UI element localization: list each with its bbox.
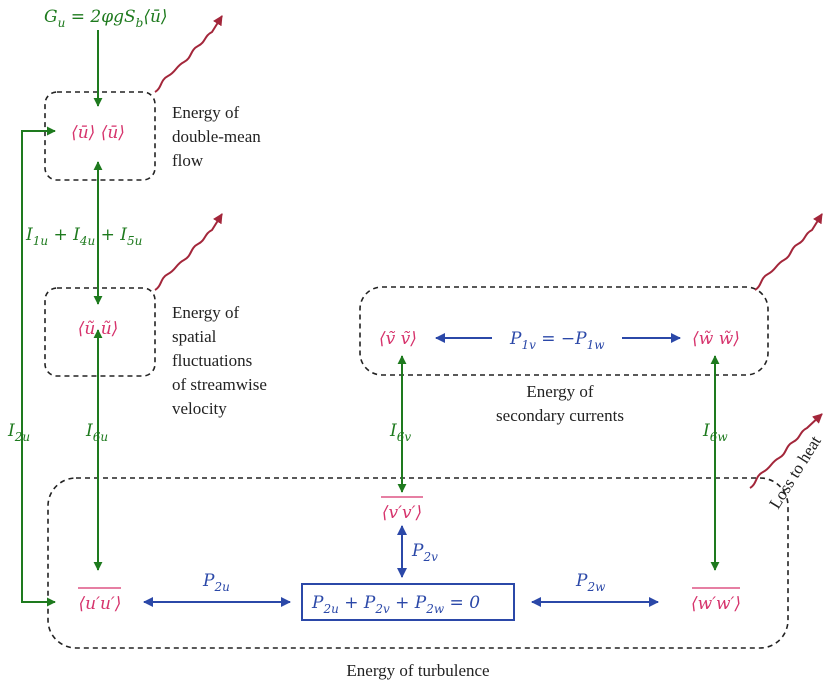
turb-v-term: ⟨v′v′⟩ xyxy=(382,503,422,523)
spatial-u-term: ⟨ũ ũ⟩ xyxy=(78,319,119,339)
secondary-box xyxy=(359,286,769,376)
secondary-caption-line1: Energy of xyxy=(526,382,594,401)
mean-caption-line2: double-mean xyxy=(172,127,261,146)
i6u-label: I6u xyxy=(85,421,108,444)
pressure-sum-label: P2u + P2v + P2w = 0 xyxy=(311,593,480,616)
mean-caption-line3: flow xyxy=(172,151,204,170)
mean-caption-line1: Energy of xyxy=(172,103,240,122)
p2v-label: P2v xyxy=(411,541,438,564)
wavy-arrow-mean xyxy=(154,15,223,93)
wavy-arrow-spatial xyxy=(154,213,223,291)
spatial-caption-line4: of streamwise xyxy=(172,375,267,394)
spatial-caption-line5: velocity xyxy=(172,399,227,418)
i145-label: I1u + I4u + I5u xyxy=(25,225,142,248)
pressure-sum-box xyxy=(301,583,515,621)
turb-w-term: ⟨w′w′⟩ xyxy=(691,594,741,614)
i6v-label: I6v xyxy=(389,421,411,444)
secondary-caption-line2: secondary currents xyxy=(496,406,624,425)
turb-u-term: ⟨u′u′⟩ xyxy=(79,594,122,614)
mean-energy-term: ⟨ū⟩ ⟨ū⟩ xyxy=(71,123,125,143)
spatial-box xyxy=(44,287,156,377)
i2u-arrow xyxy=(21,126,56,607)
wavy-arrow-turbulence xyxy=(749,413,823,489)
gu-label: Gu = 2φgSb⟨ū⟩ xyxy=(44,7,168,30)
loss-to-heat-label: Loss to heat xyxy=(765,432,825,512)
turbulence-caption: Energy of turbulence xyxy=(346,661,489,680)
p1-label: P1v = −P1w xyxy=(509,329,605,352)
turbulence-box xyxy=(47,477,789,649)
wavy-arrow-secondary xyxy=(754,213,823,291)
spatial-w-term: ⟨w̃ w̃⟩ xyxy=(692,329,740,349)
spatial-v-term: ⟨ṽ ṽ⟩ xyxy=(379,329,417,349)
mean-flow-box xyxy=(44,91,156,181)
p2u-label: P2u xyxy=(202,571,230,594)
p2w-label: P2w xyxy=(575,571,606,594)
spatial-caption-line2: spatial xyxy=(172,327,217,346)
spatial-caption-line1: Energy of xyxy=(172,303,240,322)
i2u-label: I2u xyxy=(7,421,30,444)
i6w-label: I6w xyxy=(702,421,728,444)
spatial-caption-line3: fluctuations xyxy=(172,351,252,370)
